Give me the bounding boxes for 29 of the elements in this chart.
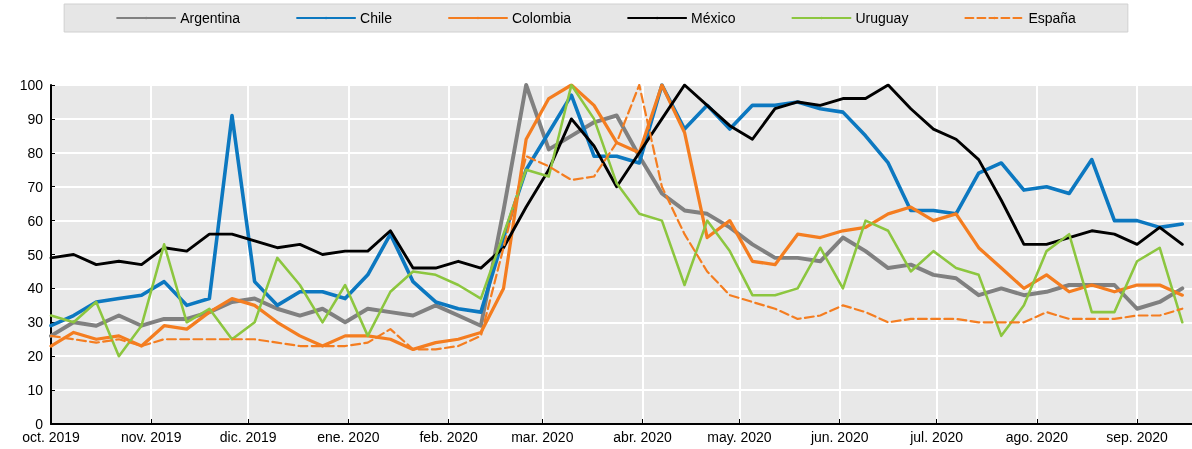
y-tick-label: 80 (27, 144, 44, 161)
x-tick-label: feb. 2020 (419, 429, 478, 445)
legend-label: Chile (360, 10, 393, 26)
y-tick-label: 90 (27, 110, 44, 127)
y-tick-label: 60 (27, 212, 44, 229)
y-tick-label: 100 (19, 77, 44, 93)
x-tick-label: dic. 2019 (219, 429, 277, 445)
x-tick-label: may. 2020 (707, 429, 772, 445)
x-tick-label: mar. 2020 (511, 429, 574, 445)
y-tick-label: 30 (27, 314, 44, 331)
y-tick-label: 70 (27, 178, 44, 195)
x-tick-label: abr. 2020 (613, 429, 672, 445)
y-tick-label: 40 (27, 280, 44, 297)
x-tick-label: sep. 2020 (1106, 429, 1169, 445)
x-tick-label: nov. 2019 (120, 429, 182, 445)
legend-label: Uruguay (855, 10, 909, 26)
x-tick-label: oct. 2019 (22, 429, 81, 445)
y-tick-label: 10 (27, 382, 44, 399)
y-tick-label: 0 (35, 416, 44, 432)
legend-label: México (691, 10, 736, 26)
legend-label: España (1028, 10, 1077, 26)
x-tick-label: ene. 2020 (317, 429, 380, 445)
x-tick-label: jul. 2020 (909, 429, 964, 445)
y-tick-label: 20 (27, 348, 44, 365)
x-tick-label: jun. 2020 (809, 429, 869, 445)
legend-label: Colombia (511, 10, 572, 26)
legend-label: Argentina (180, 10, 241, 26)
y-tick-label: 50 (27, 246, 44, 263)
x-tick-label: ago. 2020 (1005, 429, 1069, 445)
